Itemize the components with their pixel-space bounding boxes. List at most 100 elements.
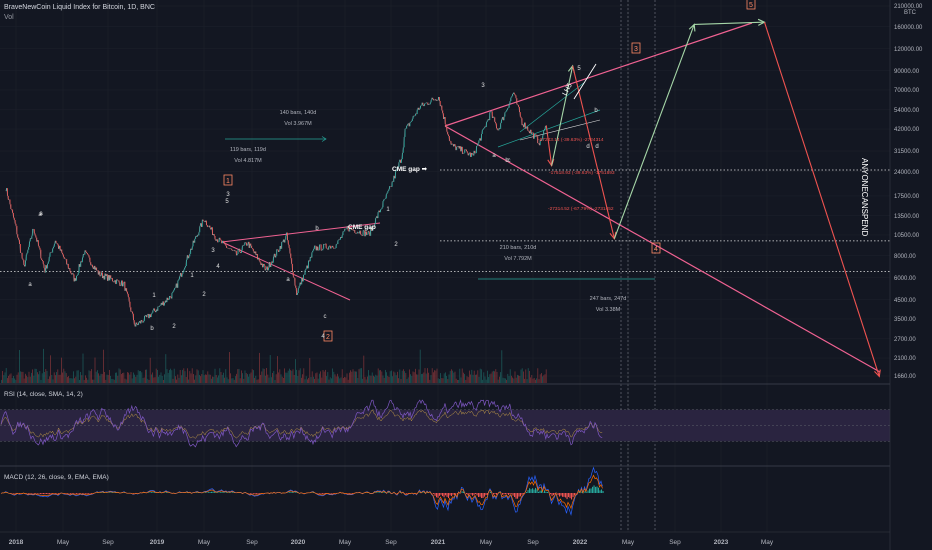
volume-bar bbox=[499, 376, 500, 383]
wave-box-label: 2 bbox=[326, 334, 330, 341]
wave-label: d bbox=[595, 144, 598, 150]
macd-hist-bar bbox=[451, 493, 453, 497]
measure4-bars-label: 247 bars, 247d bbox=[590, 296, 627, 302]
volume-bar bbox=[160, 372, 162, 383]
volume-bar bbox=[229, 351, 230, 383]
volume-bar bbox=[529, 370, 530, 383]
volume-bar bbox=[110, 375, 111, 383]
macd-hist-bar bbox=[434, 493, 436, 496]
macd-hist-bar bbox=[49, 493, 51, 494]
volume-bar bbox=[343, 378, 344, 383]
wave-label: c bbox=[508, 158, 511, 164]
volume-bar bbox=[195, 375, 197, 383]
macd-hist-bar bbox=[68, 493, 70, 494]
volume-bar bbox=[466, 376, 468, 383]
wave-box-label: 5 bbox=[749, 2, 753, 9]
macd-hist-bar bbox=[506, 493, 508, 494]
macd-hist-bar bbox=[221, 492, 223, 493]
volume-bar bbox=[41, 373, 43, 383]
macd-hist-bar bbox=[560, 493, 562, 496]
measure1-arrow bbox=[321, 136, 327, 142]
drop-label-1: -27243.14 (-39.63%) -2724314 bbox=[538, 137, 604, 143]
volume-bar bbox=[184, 371, 186, 383]
macd-hist-bar bbox=[589, 488, 591, 493]
annotations: CME gap CME gap ➡ -27243.14 (-39.63%) -272… bbox=[28, 0, 869, 342]
volume-bar bbox=[21, 371, 23, 383]
macd-hist-bar bbox=[28, 493, 30, 494]
macd-hist-bar bbox=[71, 493, 73, 494]
macd-hist-bar bbox=[539, 490, 541, 493]
wave-label: a bbox=[28, 282, 32, 288]
volume-bar bbox=[175, 376, 176, 383]
volume-bar bbox=[413, 372, 415, 383]
volume-bar bbox=[248, 376, 249, 383]
volume-bar bbox=[526, 379, 528, 383]
volume-bar bbox=[479, 368, 481, 383]
macd-hist-bar bbox=[535, 487, 537, 493]
macd-hist-bar bbox=[377, 492, 379, 493]
volume-bar bbox=[255, 375, 257, 383]
macd-hist-bar bbox=[443, 493, 445, 498]
macd-hist-bar bbox=[43, 493, 45, 495]
volume-bar bbox=[59, 374, 61, 383]
channel-lower bbox=[444, 125, 881, 373]
volume-bar bbox=[75, 376, 77, 383]
volume-bar bbox=[274, 379, 276, 383]
volume-bar bbox=[157, 369, 158, 383]
volume-bar bbox=[77, 370, 79, 383]
volume-bar bbox=[38, 374, 39, 383]
macd-hist-bar bbox=[479, 493, 481, 497]
volume-bar bbox=[362, 378, 363, 383]
volume-bar bbox=[88, 370, 90, 383]
volume-bar bbox=[4, 372, 6, 383]
chart-title: BraveNewCoin Liquid Index for Bitcoin, 1… bbox=[4, 4, 155, 11]
macd-hist-bar bbox=[295, 492, 297, 493]
price-tick-label: 10500.00 bbox=[894, 233, 920, 239]
macd-hist-bar bbox=[82, 493, 84, 494]
volume-bar bbox=[203, 375, 205, 383]
volume-bar bbox=[101, 373, 103, 383]
macd-hist-bar bbox=[554, 493, 556, 495]
macd-hist-bar bbox=[598, 487, 600, 493]
volume-bar bbox=[484, 376, 486, 383]
volume-bar bbox=[415, 368, 416, 383]
time-tick-label: May bbox=[480, 539, 493, 546]
volume-bar bbox=[181, 375, 182, 383]
macd-hist-bar bbox=[545, 491, 547, 493]
volume-bar bbox=[383, 377, 385, 383]
macd-hist-bar bbox=[496, 493, 498, 495]
wave-label: 3 bbox=[211, 248, 215, 254]
volume-bar bbox=[218, 375, 219, 383]
wave-label: b bbox=[150, 326, 154, 332]
volume-bar bbox=[183, 368, 185, 383]
macd-hist-bar bbox=[166, 492, 168, 493]
macd-hist-bar bbox=[602, 491, 604, 493]
volume-bar bbox=[47, 378, 49, 383]
volume-bar bbox=[220, 372, 222, 383]
volume-bar bbox=[27, 377, 29, 383]
volume-bar bbox=[28, 371, 30, 383]
volume-bar bbox=[143, 377, 145, 383]
volume-bar bbox=[304, 379, 306, 383]
volume-bar bbox=[166, 369, 168, 383]
macd-hist-bar bbox=[505, 493, 507, 495]
volume-bar bbox=[212, 376, 213, 383]
wave-box-label: 3 bbox=[634, 46, 638, 53]
macd-hist-bar bbox=[154, 492, 156, 493]
macd-hist-bar bbox=[512, 493, 514, 496]
minor-trend bbox=[519, 81, 586, 133]
volume-bar bbox=[67, 377, 68, 383]
volume-bar bbox=[491, 371, 493, 383]
flag-arrow bbox=[573, 63, 597, 100]
volume-bar bbox=[29, 376, 31, 383]
volume-bar bbox=[386, 372, 387, 383]
measure2-vol-label: Vol 4.817M bbox=[234, 158, 262, 164]
wave-label: a bbox=[38, 212, 42, 218]
volume-bar bbox=[350, 370, 351, 383]
macd-hist-bar bbox=[70, 493, 72, 494]
macd-hist-bar bbox=[323, 493, 325, 494]
volume-bar bbox=[22, 371, 24, 383]
macd-hist-bar bbox=[86, 493, 88, 494]
volume-bar bbox=[9, 374, 11, 383]
